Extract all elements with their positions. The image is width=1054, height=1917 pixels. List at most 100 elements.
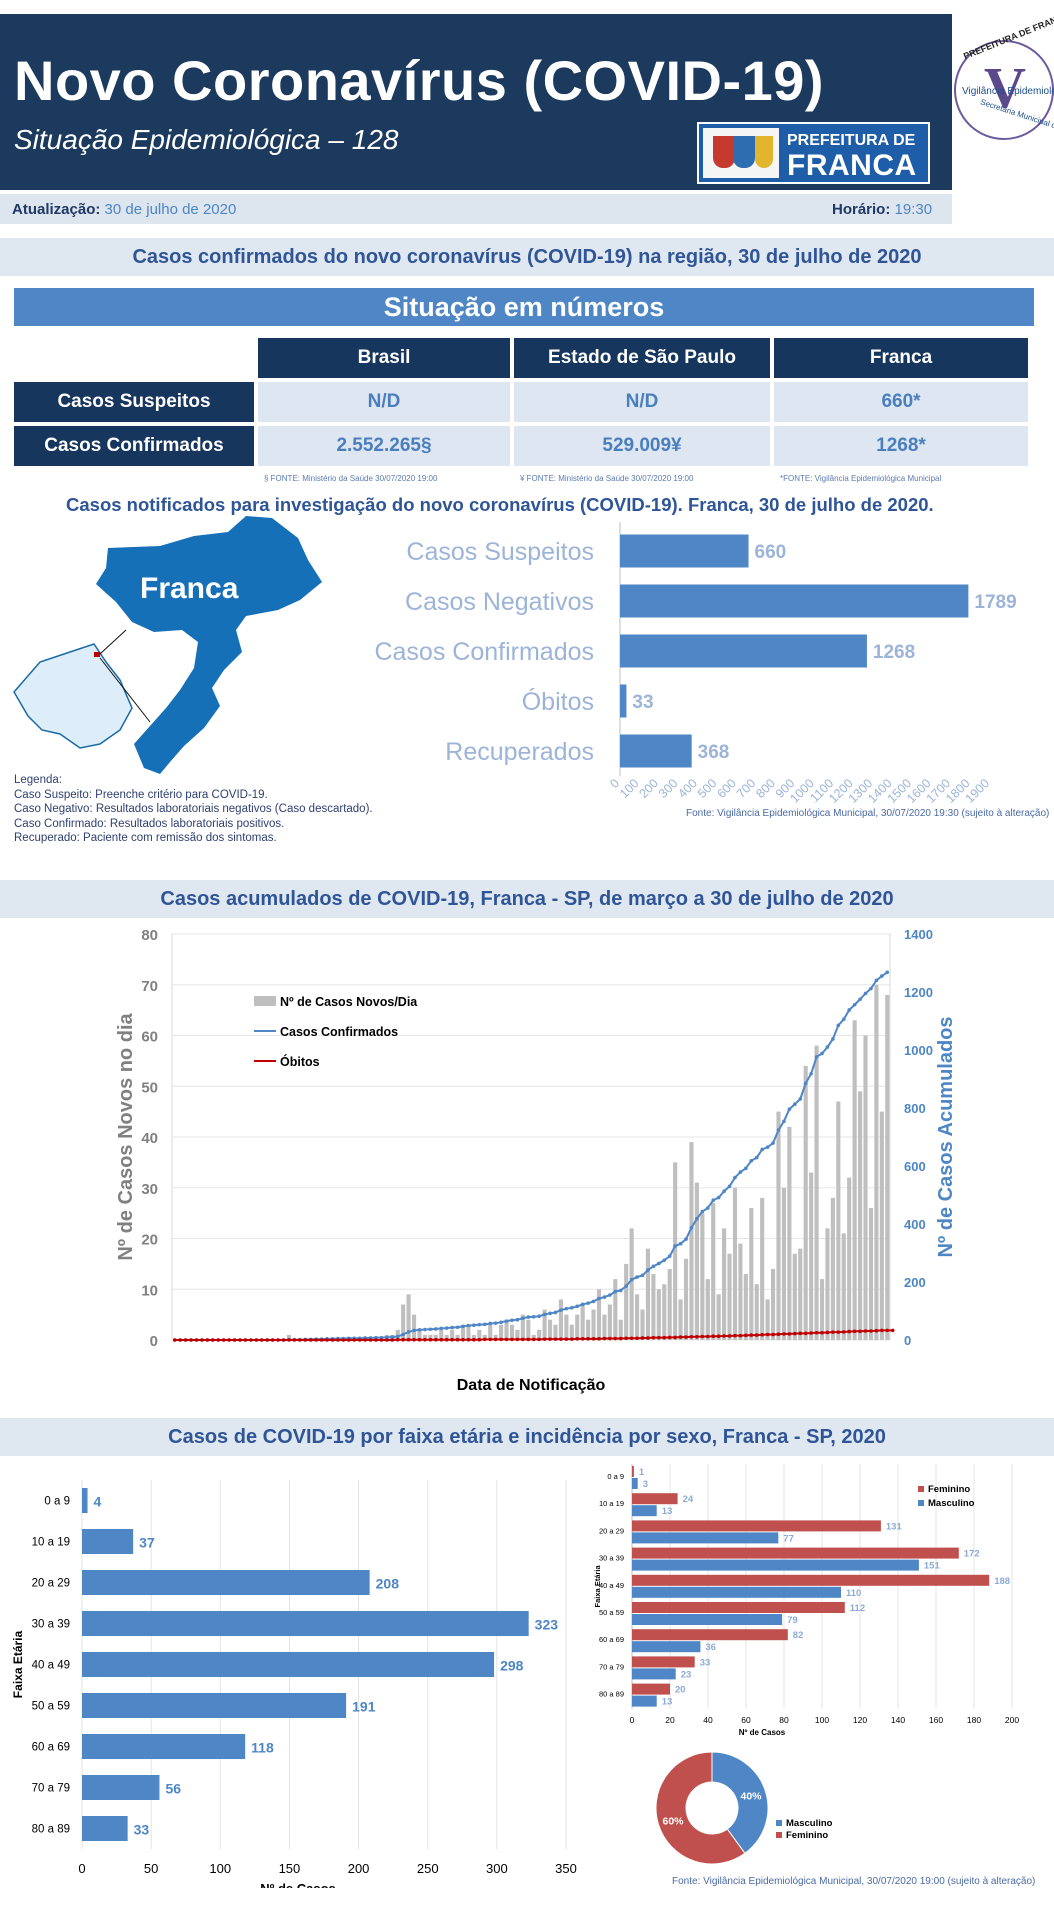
new-cases-bar [635,1294,640,1340]
data-label: 118 [251,1740,274,1756]
new-cases-bar [868,1208,874,1340]
confirmed-point [711,1198,716,1203]
cell-franca-suspeitos: 660* [774,382,1028,422]
deaths-point [319,1338,324,1342]
deaths-point [651,1335,656,1340]
age-group-chart: 0 50 100 150 200 250 300 350 0 a 9 4 10 a 19 37 20 a… [11,1480,577,1888]
map-label: Franca [140,572,239,605]
new-cases-bar [852,1020,857,1340]
new-cases-bar [825,1228,830,1340]
new-cases-bar [547,1319,553,1340]
deaths-point [259,1338,264,1342]
deaths-point [852,1329,857,1334]
deaths-point [406,1337,411,1342]
data-label: 188 [994,1576,1010,1587]
new-cases-bar [422,1334,427,1340]
confirmed-point [716,1195,721,1200]
franca-map: Franca [13,516,322,774]
new-cases-bar [879,1111,884,1340]
confirmed-point [684,1237,688,1241]
confirmed-point [667,1254,672,1258]
legend-label: Masculino [786,1818,833,1829]
deaths-point [863,1329,868,1333]
deaths-point [254,1338,259,1342]
deaths-point [243,1338,248,1342]
new-cases-bar [286,1334,292,1340]
new-cases-bar [575,1314,580,1340]
confirmed-point [482,1322,487,1327]
deaths-point [346,1338,351,1342]
region-band: Casos confirmados do novo coronavírus (C… [0,238,1054,276]
new-cases-bar [640,1309,645,1340]
notified-bar-chart: Casos Suspeitos 660 Casos Negativos 1789 Cas… [374,522,1017,806]
masculino-bar [632,1586,841,1598]
new-cases-bar [765,1299,770,1340]
confirmed-point [510,1318,514,1323]
confirmed-point [477,1322,482,1327]
new-cases-bar [760,1197,765,1340]
new-cases-bar [553,1324,558,1340]
confirmed-point [553,1310,558,1315]
deaths-point [591,1337,596,1341]
col-header-franca: Franca [774,338,1028,378]
new-cases-bar [482,1334,487,1340]
deaths-point [249,1338,253,1342]
deaths-point [705,1334,710,1339]
deaths-point [472,1337,476,1342]
confirmed-point [613,1289,618,1294]
new-cases-bar [781,1187,786,1340]
new-cases-bar [439,1329,444,1340]
new-cases-bar [858,1091,863,1340]
confirmed-point [787,1107,792,1111]
new-cases-bar [450,1329,455,1340]
category-label: 10 a 19 [32,1537,70,1549]
new-cases-bar [809,1172,814,1340]
confirmed-point [531,1315,536,1319]
new-cases-bar [716,1294,721,1340]
new-cases-bar [558,1299,563,1340]
category-label: 50 a 59 [599,1608,624,1617]
deaths-point [488,1337,493,1342]
confirmed-point [793,1102,797,1107]
new-cases-bar [836,1101,841,1340]
x-tick-label: 60 [741,1715,751,1725]
new-cases-bar [401,1304,406,1340]
new-cases-bar [705,1279,710,1340]
deaths-point [695,1335,699,1339]
confirmed-point [727,1184,732,1189]
deaths-point [722,1334,726,1338]
new-cases-bar [645,1248,651,1340]
category-label: Recuperados [445,738,594,766]
deaths-point [461,1337,465,1342]
legend-label: Feminino [928,1484,970,1495]
confirmed-point [504,1319,509,1323]
data-label: 1 [639,1467,645,1478]
deaths-point [820,1330,824,1335]
y-tick-label: 10 [141,1282,158,1299]
deaths-point [684,1335,688,1339]
franca-location-marker [94,652,100,657]
category-label: Óbitos [522,687,594,716]
legend-swatch [776,1820,782,1826]
update-label: Atualização: [12,201,101,218]
y2-tick-label: 400 [904,1217,926,1232]
confirmed-point [771,1141,775,1145]
data-label: 13 [662,1506,673,1517]
data-label: 20 [675,1685,686,1696]
confirmed-point [542,1312,547,1317]
confirmed-point [798,1097,803,1101]
page-subtitle: Situação Epidemiológica – 128 [14,124,399,155]
new-cases-bar [673,1162,678,1340]
time-label: Horário: [832,201,891,218]
franca-municipality-shape [96,516,322,774]
age-band: Casos de COVID-19 por faixa etária e inc… [0,1418,1054,1456]
notified-legend: Legenda: Caso Suspeito: Preenche critéri… [14,774,373,844]
x-tick-label: 200 [348,1861,370,1876]
page-title: Novo Coronavírus (COVID-19) [14,49,825,112]
confirmed-point [618,1288,623,1293]
new-cases-bar [727,1253,732,1340]
x-tick-label: 100 [209,1861,231,1876]
situation-title: Situação em números [14,288,1034,326]
masculino-bar [632,1641,701,1653]
new-cases-bar [624,1263,629,1340]
